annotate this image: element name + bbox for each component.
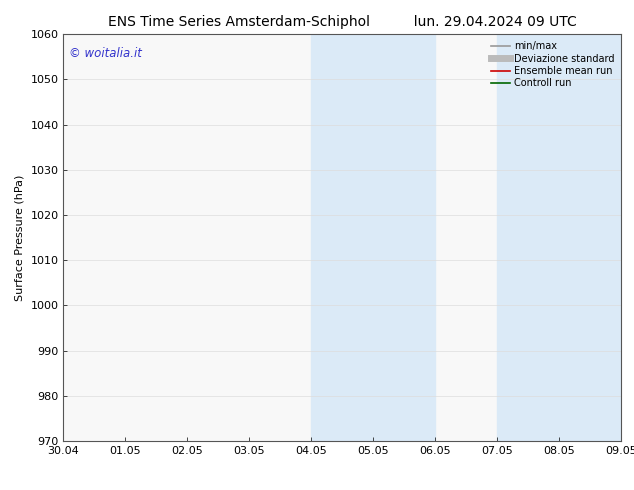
Bar xyxy=(497,34,559,441)
Bar xyxy=(311,34,373,441)
Text: © woitalia.it: © woitalia.it xyxy=(69,47,142,59)
Title: ENS Time Series Amsterdam-Schiphol          lun. 29.04.2024 09 UTC: ENS Time Series Amsterdam-Schiphol lun. … xyxy=(108,15,577,29)
Bar xyxy=(373,34,436,441)
Bar xyxy=(559,34,621,441)
Legend: min/max, Deviazione standard, Ensemble mean run, Controll run: min/max, Deviazione standard, Ensemble m… xyxy=(489,39,616,90)
Y-axis label: Surface Pressure (hPa): Surface Pressure (hPa) xyxy=(15,174,25,301)
